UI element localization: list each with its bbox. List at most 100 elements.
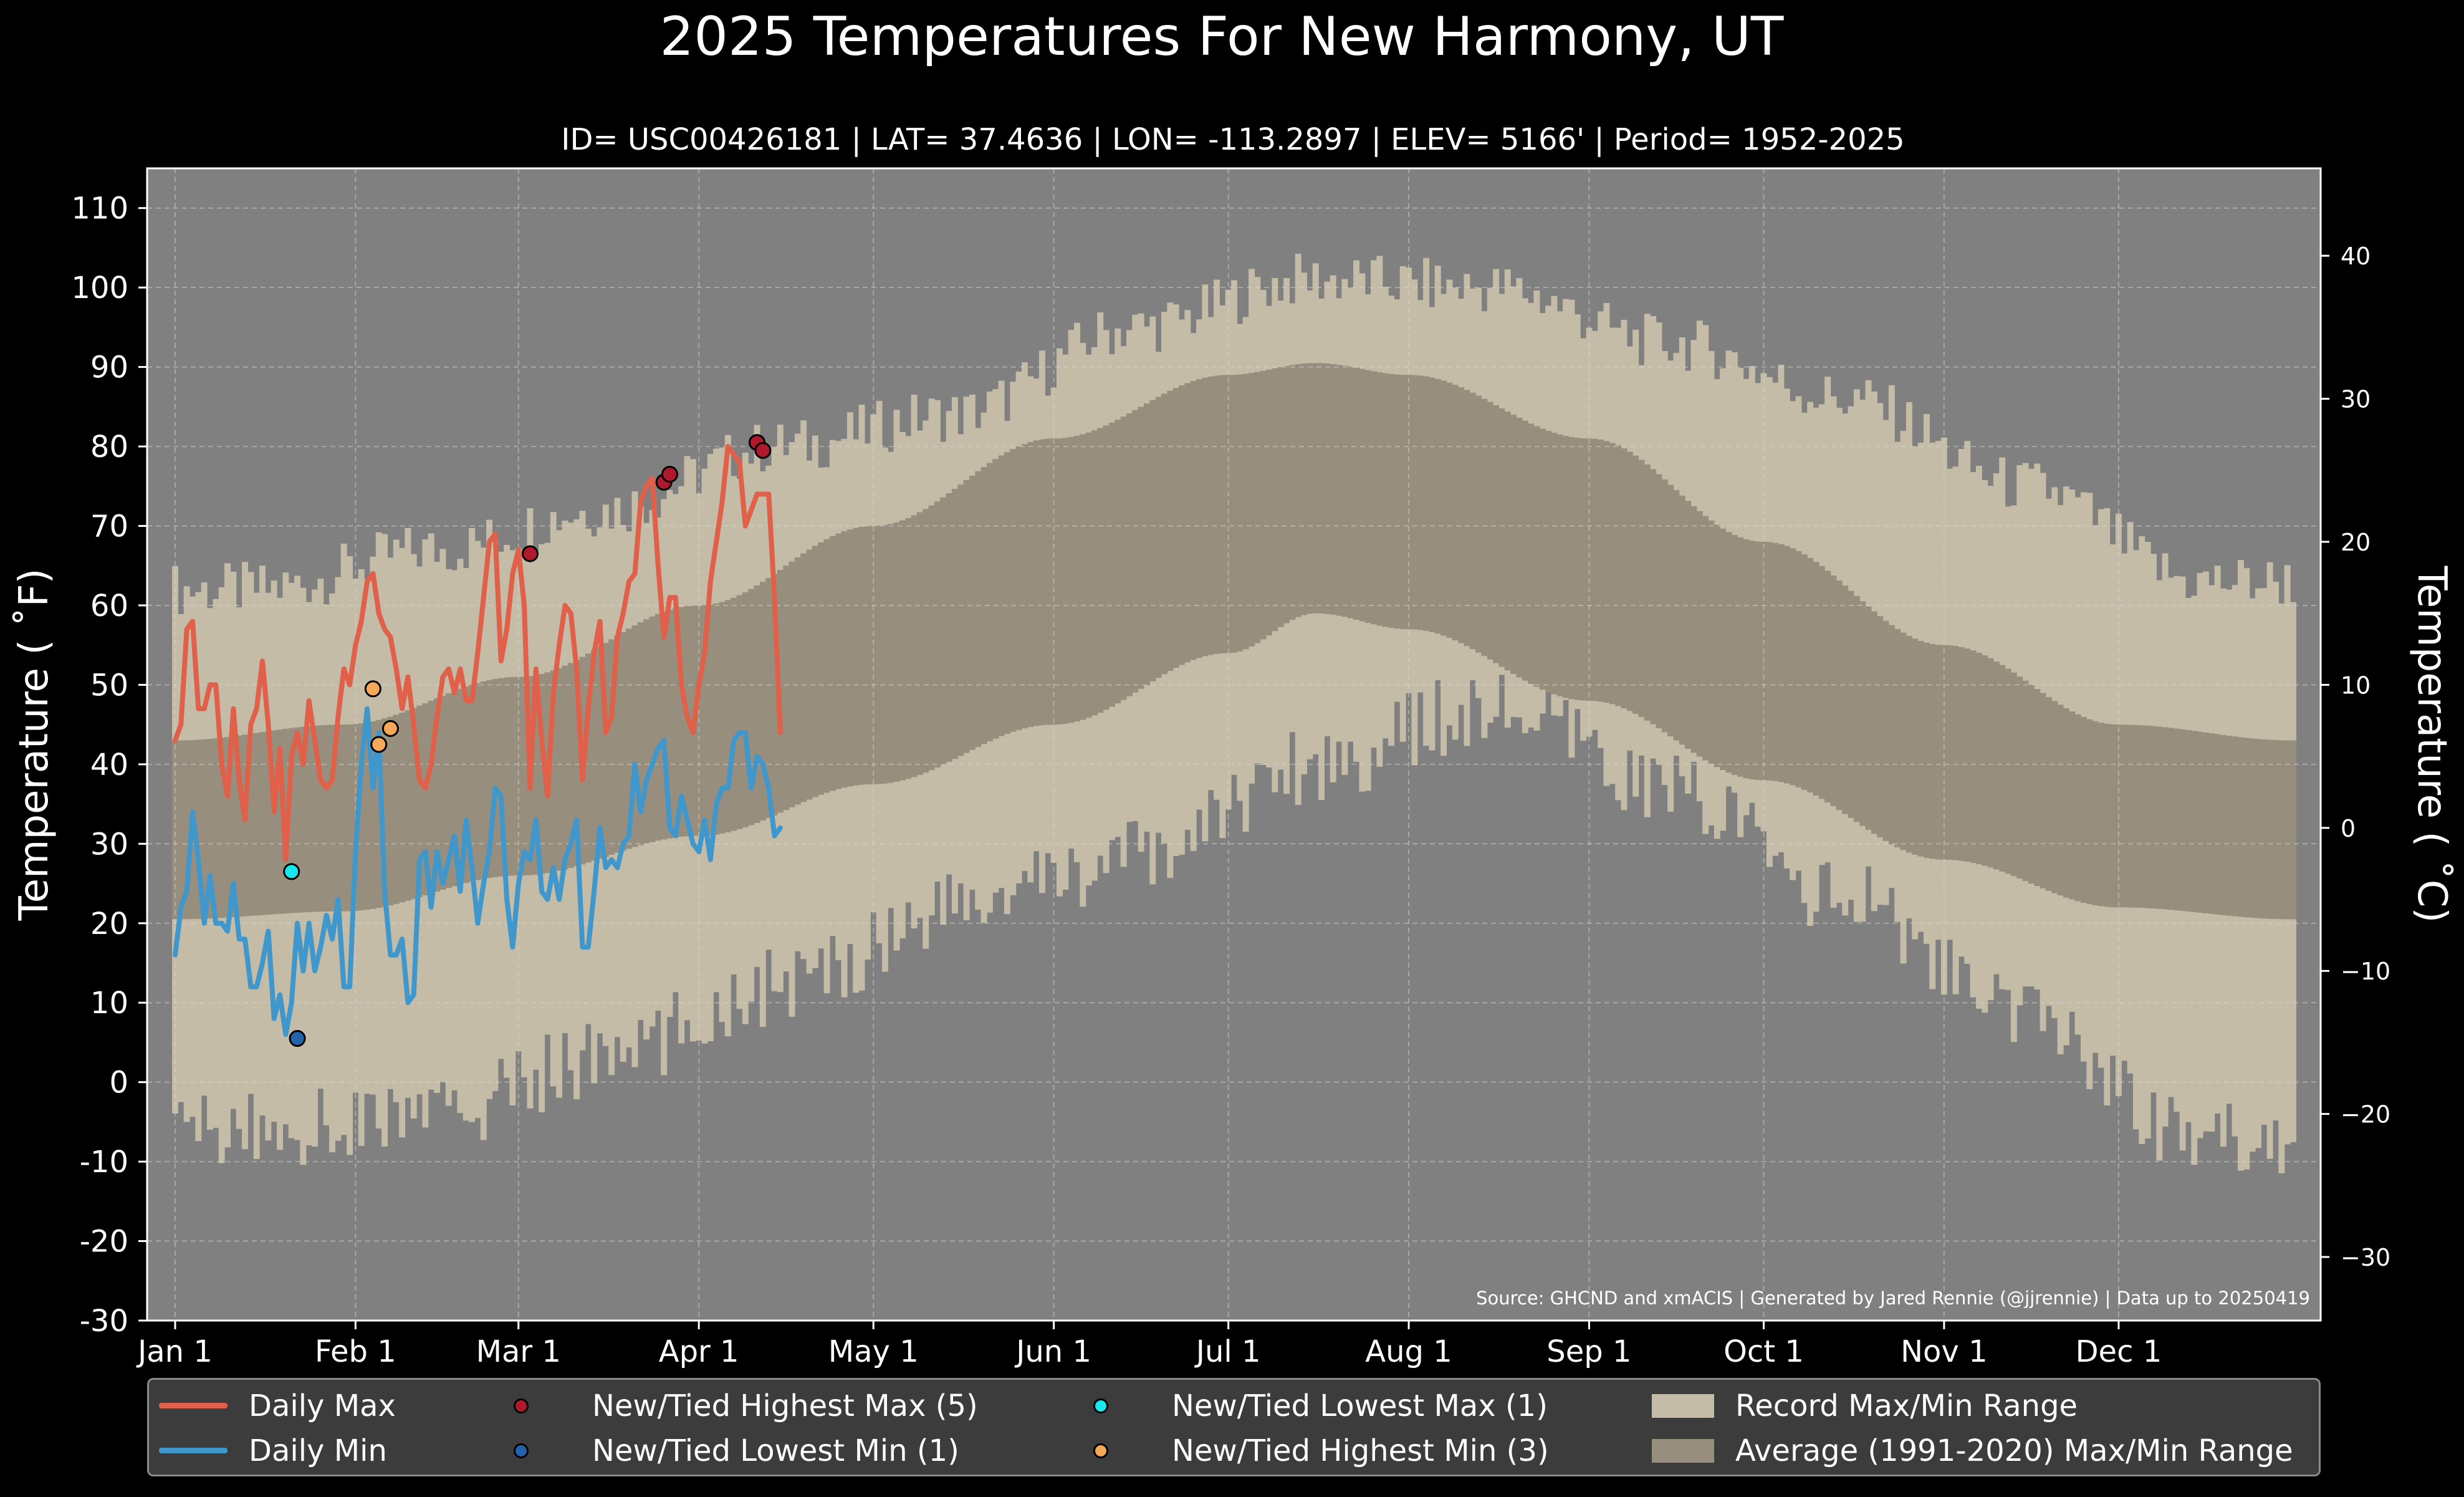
normal-range-bar (916, 512, 923, 775)
normal-range-bar (1632, 455, 1639, 714)
x-tick-label: Dec 1 (2076, 1334, 2162, 1369)
x-tick-label: Nov 1 (1901, 1334, 1987, 1369)
normal-range-bar (1115, 420, 1121, 704)
normal-range-bar (1149, 400, 1156, 681)
normal-range-bar (1406, 375, 1412, 630)
normal-range-bar (2051, 701, 2058, 893)
normal-range-bar (736, 595, 743, 829)
normal-range-bar (846, 529, 853, 787)
normal-range-bar (1411, 375, 1418, 630)
normal-range-bar (358, 723, 365, 911)
normal-range-bar (928, 505, 935, 771)
normal-range-bar (562, 665, 568, 870)
normal-range-bar (1830, 575, 1837, 806)
normal-range-bar (1179, 385, 1185, 665)
normal-range-bar (1545, 431, 1552, 693)
normal-range-bar (1644, 464, 1651, 721)
normal-range-bar (1172, 388, 1179, 668)
normal-range-bar (1382, 373, 1389, 627)
record-point-new-high-max (661, 466, 678, 483)
normal-range-bar (1446, 382, 1453, 638)
normal-range-bar (1906, 635, 1912, 853)
normal-range-bar (998, 455, 1005, 736)
normal-range-bar (1237, 374, 1244, 652)
normal-range-bar (1818, 566, 1825, 799)
normal-range-bar (731, 597, 737, 831)
normal-range-bar (2005, 668, 2011, 874)
normal-range-bar (911, 515, 918, 777)
normal-range-bar (195, 739, 202, 919)
normal-range-bar (1516, 418, 1523, 678)
normal-range-bar (1929, 643, 1936, 859)
daily-min-line (173, 706, 783, 1037)
normal-range-bar (1685, 501, 1692, 749)
normal-range-bar (1748, 541, 1755, 779)
normal-range-bar (881, 525, 888, 784)
normal-range-bar (253, 733, 260, 916)
normal-range-bar (1766, 542, 1773, 781)
normal-range-bar (1225, 375, 1232, 653)
record-point-new-high-min (364, 680, 381, 698)
normal-range-bar (2290, 740, 2296, 920)
normal-range-bar (2208, 733, 2215, 914)
normal-range-bar (1289, 365, 1296, 620)
normal-range-bar (294, 727, 301, 913)
normal-range-bar (1021, 444, 1028, 729)
normal-range-bar (2238, 737, 2244, 917)
normal-range-bar (2109, 724, 2116, 908)
normal-range-bar (393, 715, 400, 904)
normal-range-bar (853, 527, 860, 786)
normal-range-bar (2121, 724, 2128, 908)
normal-range-bar (1249, 373, 1255, 647)
normal-range-bar (1010, 449, 1017, 732)
normal-range-bar (1952, 646, 1959, 860)
chart-title: 2025 Temperatures For New Harmony, UT (660, 6, 1784, 68)
x-tick-label: Sep 1 (1546, 1334, 1631, 1369)
normal-range-bar (2104, 723, 2111, 907)
legend-label: New/Tied Highest Max (5) (592, 1389, 978, 1423)
x-tick-label: Feb 1 (315, 1334, 396, 1369)
normal-range-bar (1609, 443, 1616, 705)
normal-range-bar (207, 739, 213, 919)
normal-range-bar (719, 602, 726, 834)
normal-range-bar (1073, 435, 1080, 722)
normal-range-bar (305, 726, 312, 912)
x-axis: Jan 1 Feb 1 Mar 1 Apr 1 May 1 Jun 1 Jul 1 Aug 1… (136, 1321, 2162, 1369)
normal-range-bar (1219, 375, 1226, 653)
normal-range-bar (783, 566, 790, 811)
normal-range-bar (1027, 442, 1034, 728)
normal-range-bar (271, 730, 277, 915)
normal-range-bar (2191, 731, 2198, 912)
normal-range-bar (178, 740, 185, 920)
normal-range-bar (2028, 685, 2035, 884)
normal-range-bar (1108, 422, 1115, 707)
normal-range-bar (1155, 397, 1162, 678)
normal-range-bar (1626, 451, 1633, 711)
normal-range-bar (2074, 714, 2081, 902)
normal-range-bar (2034, 689, 2041, 887)
normal-range-bar (556, 668, 563, 871)
normal-range-bar (1371, 371, 1378, 625)
normal-range-bar (1423, 376, 1430, 631)
normal-range-bar (1085, 432, 1092, 718)
normal-range-bar (480, 681, 487, 879)
normal-range-bar (1755, 541, 1762, 781)
normal-range-bar (2232, 736, 2238, 917)
normal-range-bar (218, 738, 225, 918)
normal-range-bar (858, 526, 865, 785)
normal-range-bar (1702, 516, 1709, 761)
normal-range-bar (1737, 537, 1744, 777)
y-tick-label-left: 70 (90, 509, 128, 544)
x-tick-label: Jul 1 (1194, 1334, 1261, 1369)
normal-range-bar (1603, 441, 1610, 703)
normal-range-bar (2156, 726, 2163, 909)
normal-range-bar (1801, 554, 1808, 790)
normal-range-bar (1068, 436, 1075, 723)
normal-range-bar (1120, 416, 1127, 700)
legend-label: New/Tied Lowest Max (1) (1172, 1389, 1548, 1423)
x-tick-label: Oct 1 (1723, 1334, 1804, 1369)
normal-range-bar (1807, 557, 1814, 793)
normal-range-bar (829, 536, 836, 791)
normal-range-bar (416, 705, 423, 897)
normal-range-bar (1696, 511, 1703, 757)
